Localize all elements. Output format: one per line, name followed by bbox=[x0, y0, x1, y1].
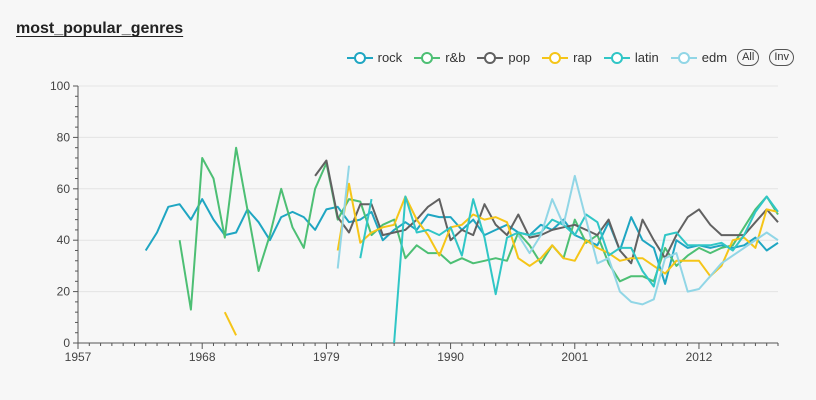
series-line-edm[interactable] bbox=[336, 165, 350, 269]
x-tick-label: 1990 bbox=[437, 350, 464, 364]
legend-item-edm[interactable]: edm bbox=[670, 50, 728, 65]
y-tick-label: 80 bbox=[57, 130, 71, 144]
legend-swatch-icon bbox=[603, 51, 630, 64]
axes: 0 20 40 60 80 100 1957 1968 1979 1990 2001 2012 bbox=[50, 79, 779, 364]
x-tick-label: 2001 bbox=[561, 350, 588, 364]
legend-label: pop bbox=[508, 50, 531, 65]
series-line-rap[interactable] bbox=[223, 311, 237, 336]
legend-item-rap[interactable]: rap bbox=[542, 50, 592, 65]
legend-label: rap bbox=[573, 50, 592, 65]
legend-label: rock bbox=[377, 50, 403, 65]
y-tick-label: 60 bbox=[57, 182, 71, 196]
legend-item-rb[interactable]: r&b bbox=[414, 50, 465, 65]
y-tick-label: 100 bbox=[50, 79, 70, 93]
legend-label: r&b bbox=[445, 50, 466, 65]
series-line-edm[interactable] bbox=[517, 174, 779, 306]
series-line-latin[interactable] bbox=[393, 195, 779, 344]
x-tick-label: 2012 bbox=[686, 350, 713, 364]
legend-swatch-icon bbox=[414, 51, 441, 64]
legend-swatch-icon bbox=[477, 51, 504, 64]
series-line-rb[interactable] bbox=[178, 146, 779, 311]
legend-item-latin[interactable]: latin bbox=[603, 50, 659, 65]
legend-swatch-icon bbox=[670, 51, 697, 64]
legend-all-button[interactable]: All bbox=[737, 49, 760, 66]
x-tick-label: 1979 bbox=[313, 350, 340, 364]
y-tick-label: 20 bbox=[57, 285, 71, 299]
y-tick-label: 0 bbox=[63, 336, 70, 350]
legend-item-pop[interactable]: pop bbox=[477, 50, 530, 65]
legend: rock r&b pop rap latin edm All Inv bbox=[335, 49, 794, 66]
legend-invert-button[interactable]: Inv bbox=[769, 49, 794, 66]
chart-title: most_popular_genres bbox=[16, 20, 184, 37]
series-lines bbox=[144, 146, 779, 344]
legend-label: latin bbox=[634, 50, 659, 65]
y-tick-label: 40 bbox=[57, 233, 71, 247]
legend-item-rock[interactable]: rock bbox=[346, 50, 403, 65]
legend-label: edm bbox=[701, 50, 728, 65]
legend-swatch-icon bbox=[346, 51, 373, 64]
series-line-rap[interactable] bbox=[336, 182, 779, 278]
x-tick-label: 1968 bbox=[189, 350, 216, 364]
x-tick-label: 1957 bbox=[65, 350, 92, 364]
legend-swatch-icon bbox=[542, 51, 569, 64]
series-line-pop[interactable] bbox=[314, 159, 779, 265]
series-line-latin[interactable] bbox=[359, 198, 373, 259]
